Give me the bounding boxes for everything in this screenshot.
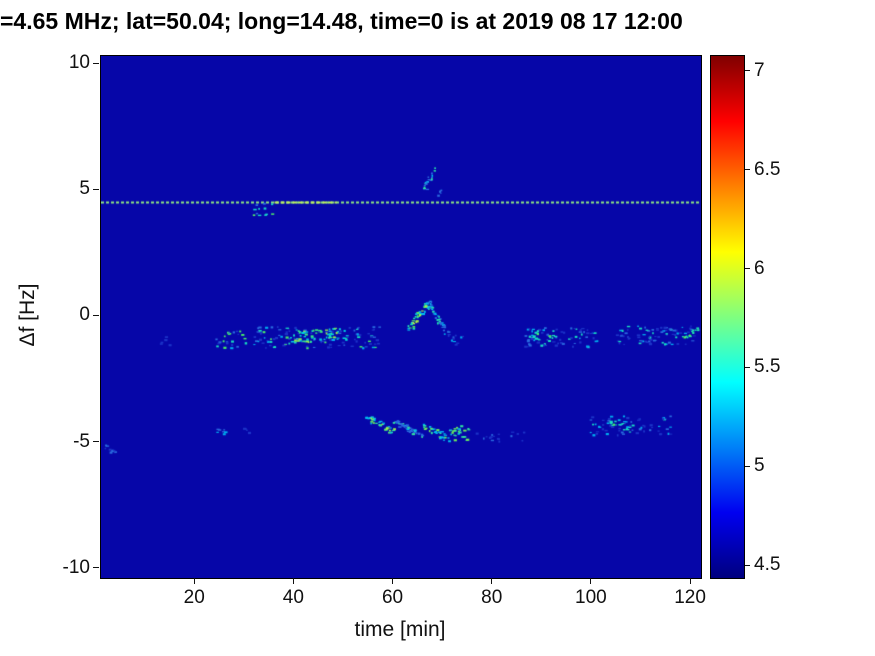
x-tick-mark: [590, 578, 592, 584]
colorbar: [710, 55, 745, 579]
colorbar-tick-mark: [745, 366, 750, 368]
plot-title: =4.65 MHz; lat=50.04; long=14.48, time=0…: [0, 8, 683, 34]
x-tick-mark: [292, 578, 294, 584]
y-tick-label: 10: [68, 52, 90, 74]
y-tick-mark: [93, 188, 99, 190]
y-tick-mark: [93, 62, 99, 64]
x-tick-mark: [491, 578, 493, 584]
colorbar-tick-label: 7: [754, 59, 765, 81]
colorbar-tick-mark: [745, 268, 750, 270]
colorbar-tick-label: 6.5: [754, 158, 781, 180]
x-tick-label: 60: [381, 587, 404, 608]
y-tick-mark: [93, 441, 99, 443]
x-tick-label: 120: [674, 587, 706, 608]
x-tick-label: 80: [481, 587, 503, 608]
x-tick-label: 100: [575, 587, 607, 608]
x-tick-mark: [193, 578, 195, 584]
x-tick-label: 20: [183, 587, 205, 608]
x-axis-label: time [min]: [354, 618, 446, 641]
colorbar-tick-label: 4.5: [754, 554, 781, 576]
colorbar-tick-mark: [745, 465, 750, 467]
x-tick-mark: [392, 578, 394, 584]
y-tick-label: 0: [79, 304, 90, 326]
colorbar-tick-label: 6: [754, 257, 765, 279]
plot-area: [100, 55, 702, 579]
x-tick-label: 40: [282, 587, 304, 608]
y-tick-label: 5: [79, 178, 90, 200]
y-tick-mark: [93, 567, 99, 569]
y-tick-label: -10: [62, 556, 90, 578]
colorbar-tick-mark: [745, 169, 750, 171]
colorbar-tick-label: 5: [754, 455, 765, 477]
colorbar-tick-label: 5.5: [754, 356, 781, 378]
colorbar-tick-mark: [745, 564, 750, 566]
spectrogram-canvas: [101, 56, 701, 578]
y-tick-mark: [93, 314, 99, 316]
colorbar-tick-mark: [745, 70, 750, 72]
x-tick-mark: [689, 578, 691, 584]
y-tick-label: -5: [73, 430, 90, 452]
